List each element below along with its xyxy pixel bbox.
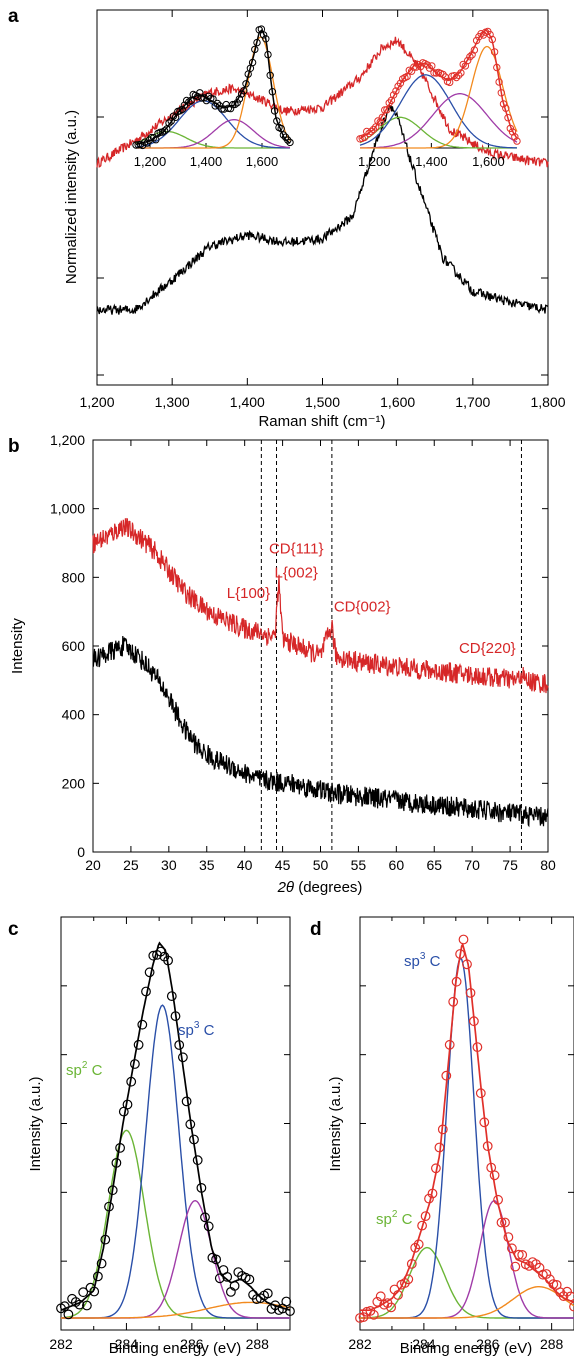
panel-d-x-tick-label: 282 <box>348 1336 372 1352</box>
panel-b-x-tick-label: 70 <box>464 857 480 873</box>
inset-1-x-tick-label: 1,400 <box>190 154 223 169</box>
panel-a-x-tick-label: 1,200 <box>79 394 114 410</box>
panel-c-sp2-label: sp2 C <box>66 1060 103 1079</box>
panel-b-y-tick-label: 600 <box>62 638 86 654</box>
panel-a-series-2 <box>97 105 548 315</box>
panel-d-component-1 <box>360 1248 574 1318</box>
panel-b-x-tick-label: 40 <box>237 857 253 873</box>
panel-c-x-tick-label: 288 <box>246 1336 270 1352</box>
panel-b-peak-annotation: L{002} <box>275 564 318 581</box>
panel-a-x-tick-label: 1,800 <box>530 394 565 410</box>
panel-b-x-tick-label: 30 <box>161 857 177 873</box>
panel-b: b L{100} CD{111} L{002} CD{002} CD{220} 20 25… <box>8 432 556 896</box>
panel-a-x-tick-label: 1,300 <box>155 394 190 410</box>
panel-b-x-tick-label: 75 <box>502 857 518 873</box>
inset-2-x-tick-label: 1,600 <box>472 154 505 169</box>
panel-d-sp3-label: sp3 C <box>404 951 441 970</box>
panel-c-ylabel: Intensity (a.u.) <box>27 1076 44 1171</box>
panel-b-y-tick-label: 800 <box>62 569 86 585</box>
panel-c-point <box>145 968 154 977</box>
panel-c-point <box>282 1297 291 1306</box>
panel-d-point <box>490 1171 499 1180</box>
panel-b-ylabel: Intensity <box>9 618 26 674</box>
panel-c-sp3-label: sp3 C <box>178 1020 215 1039</box>
panel-c-component-3 <box>61 1201 290 1318</box>
panel-c-xlabel: Binding energy (eV) <box>109 1340 242 1357</box>
panel-a-letter: a <box>8 6 19 27</box>
inset-1-fit <box>136 30 290 144</box>
panel-b-peak-annotation: CD{220} <box>459 640 516 657</box>
inset-2-x-tick-label: 1,400 <box>415 154 448 169</box>
panel-c-x-tick-label: 282 <box>49 1336 73 1352</box>
panel-a-x-tick-label: 1,600 <box>380 394 415 410</box>
panel-b-x-tick-label: 80 <box>540 857 556 873</box>
panel-d-point <box>504 1233 513 1242</box>
panel-b-peak-annotation: CD{002} <box>334 599 391 616</box>
panel-d-frame <box>360 917 574 1330</box>
panel-c-frame <box>61 917 290 1330</box>
panel-b-y-tick-label: 1,200 <box>50 432 85 448</box>
panel-a: a 1,200 1,400 1,600 1,200 1,400 1,600 1,200 1… <box>8 6 566 430</box>
inset-1-component-3 <box>136 120 290 148</box>
panel-b-x-tick-label: 45 <box>275 857 291 873</box>
panel-a-inset-1: 1,200 1,400 1,600 <box>133 26 293 169</box>
panel-a-x-tick-label: 1,500 <box>305 394 340 410</box>
inset-2-component-4 <box>360 47 517 149</box>
panel-c-component-4 <box>61 1302 290 1318</box>
inset-1-x-tick-label: 1,200 <box>134 154 167 169</box>
inset-1-x-tick-label: 1,600 <box>246 154 279 169</box>
panel-b-x-tick-label: 65 <box>426 857 442 873</box>
panel-b-x-tick-label: 20 <box>85 857 101 873</box>
panel-c-component-2 <box>61 1005 290 1318</box>
panel-b-x-tick-label: 25 <box>123 857 139 873</box>
inset-2-x-tick-label: 1,200 <box>358 154 391 169</box>
panel-c-point <box>168 992 177 1001</box>
panel-a-xlabel: Raman shift (cm⁻¹) <box>258 413 385 430</box>
panel-d-point <box>459 935 468 944</box>
panel-b-x-tick-label: 55 <box>351 857 367 873</box>
panel-b-y-tick-label: 0 <box>77 844 85 860</box>
panel-b-y-tick-label: 1,000 <box>50 501 85 517</box>
panel-c: c sp2 C sp3 C 282 284 286 288 Binding energ… <box>8 917 294 1357</box>
panel-a-frame <box>97 10 548 385</box>
panel-b-peak-annotation: CD{111} <box>269 540 324 557</box>
panel-d: d sp3 C sp2 C 282 284 286 288 Binding energ… <box>310 917 574 1357</box>
panel-b-peak-annotation: L{100} <box>227 585 270 602</box>
panel-b-x-tick-label: 50 <box>313 857 329 873</box>
panel-b-series-2 <box>93 636 548 826</box>
panel-d-sp2-label: sp2 C <box>376 1209 413 1228</box>
panel-a-ylabel: Normalized intensity (a.u.) <box>63 110 80 284</box>
panel-c-letter: c <box>8 919 19 940</box>
panel-c-component-1 <box>61 1130 290 1318</box>
panel-b-letter: b <box>8 436 20 457</box>
panel-a-x-tick-label: 1,700 <box>455 394 490 410</box>
panel-d-x-tick-label: 288 <box>540 1336 564 1352</box>
panel-b-x-tick-label: 60 <box>389 857 405 873</box>
panel-c-point <box>134 1041 143 1050</box>
panel-b-y-tick-label: 200 <box>62 775 86 791</box>
inset-2-component-2 <box>360 75 517 148</box>
panel-b-x-tick-label: 35 <box>199 857 215 873</box>
panel-c-point <box>138 1020 147 1029</box>
panel-d-xlabel: Binding energy (eV) <box>400 1340 533 1357</box>
panel-d-letter: d <box>310 919 322 940</box>
panel-d-ylabel: Intensity (a.u.) <box>327 1076 344 1171</box>
panel-b-y-tick-label: 400 <box>62 707 86 723</box>
panel-a-x-tick-label: 1,400 <box>230 394 265 410</box>
panel-b-xlabel: 2θ (degrees) <box>277 879 363 896</box>
